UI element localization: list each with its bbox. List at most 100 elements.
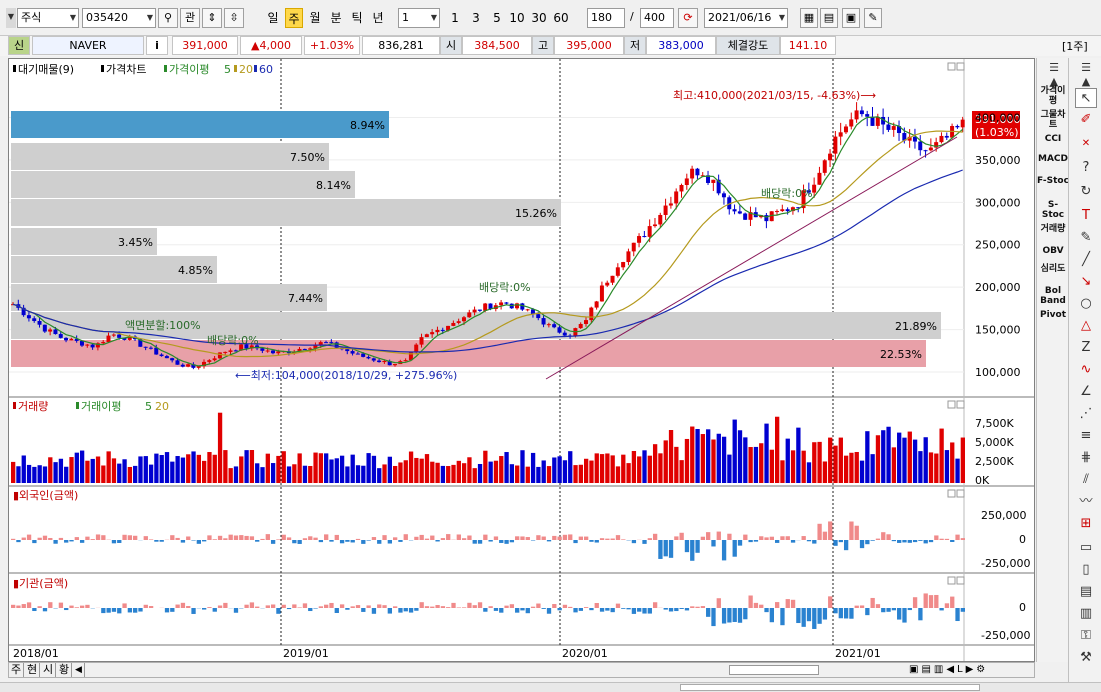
key-icon[interactable]: ⚿: [1081, 628, 1091, 643]
inst-bar-79: [430, 606, 435, 608]
foreign-bar-71: [387, 540, 392, 544]
indicator-5-button[interactable]: S-Stoc: [1041, 200, 1065, 220]
bottom-tab-1[interactable]: 현: [25, 663, 41, 677]
vol-bar-142: [764, 423, 769, 483]
config-icon[interactable]: ▭: [1079, 540, 1093, 555]
candle-body-138: [743, 213, 748, 220]
scroll-thumb[interactable]: [680, 684, 980, 691]
inst-bar-159: [854, 605, 859, 608]
triangle-icon[interactable]: △: [1081, 318, 1091, 333]
sync-icon[interactable]: ⟳: [678, 8, 698, 28]
circle-icon[interactable]: ○: [1080, 296, 1092, 311]
indicator-4-button[interactable]: F-Stoc: [1037, 176, 1069, 186]
zigzag-icon[interactable]: Z: [1081, 340, 1091, 355]
vol-legend-mark-ma: [76, 402, 79, 409]
indicator-7-button[interactable]: OBV: [1042, 246, 1064, 256]
period-1-button[interactable]: 주: [285, 8, 303, 28]
interval-5-button[interactable]: 5: [493, 11, 501, 25]
candle-body-71: [387, 361, 392, 366]
collapse2-icon[interactable]: ▲: [1081, 75, 1091, 88]
foreign-bar-33: [186, 536, 191, 540]
bottom-tab-0[interactable]: 주: [9, 663, 25, 677]
zoom-slider[interactable]: [729, 665, 819, 675]
text-icon[interactable]: T: [1082, 208, 1090, 223]
foreign-bar-175: [939, 538, 944, 540]
doc-icon[interactable]: ▤: [1079, 584, 1093, 599]
spin-icon[interactable]: ⇳: [224, 8, 244, 28]
indicator-3-button[interactable]: MACD: [1038, 154, 1068, 164]
foreign-bar-58: [318, 540, 324, 543]
horizontal-scrollbar[interactable]: [0, 682, 1101, 692]
wrench-icon[interactable]: ⚒: [1080, 650, 1092, 665]
undo-icon[interactable]: ↻: [1080, 184, 1092, 199]
updown-icon[interactable]: ⇕: [202, 8, 222, 28]
indicator-10-button[interactable]: Pivot: [1039, 310, 1067, 320]
bottom-tab-3[interactable]: 황: [57, 663, 73, 677]
pointer-icon[interactable]: ↖: [1075, 88, 1097, 108]
candle-body-7: [48, 329, 53, 332]
interval-30-button[interactable]: 30: [531, 11, 547, 25]
fibo-icon[interactable]: ≡: [1080, 428, 1092, 443]
interval-1-button[interactable]: 1: [451, 11, 459, 25]
bottom-tab-2[interactable]: 시: [41, 663, 57, 677]
chart-area[interactable]: 8.94% 7.50% 8.14% 15.26% 3.45% 4.85% 7.44% 21.8…: [8, 58, 1035, 662]
info-icon[interactable]: i: [146, 36, 168, 55]
foreign-bar-103: [557, 536, 562, 540]
stat-icon[interactable]: ▥: [1079, 606, 1093, 621]
inst-bar-176: [944, 603, 950, 608]
vol-bar-57: [313, 452, 318, 483]
interval-3-button[interactable]: 3: [472, 11, 480, 25]
report-icon[interactable]: ▯: [1082, 562, 1090, 577]
table-icon[interactable]: ▤: [820, 8, 838, 28]
menu2-icon[interactable]: ☰: [1081, 61, 1091, 74]
market-select[interactable]: 주식: [17, 8, 79, 28]
indicator-0-button[interactable]: 가격이평: [1040, 86, 1066, 106]
collapse-icon[interactable]: ▲: [1049, 75, 1059, 88]
eraser-icon[interactable]: ✐: [1080, 112, 1092, 127]
grid-icon[interactable]: ▦: [800, 8, 818, 28]
save-icon[interactable]: ▣: [842, 8, 860, 28]
panel-min-2: [947, 489, 956, 498]
line-icon[interactable]: ╱: [1082, 252, 1090, 267]
count-input[interactable]: 180: [587, 8, 625, 28]
menu-icon[interactable]: ☰: [1049, 61, 1059, 74]
period-4-button[interactable]: 틱: [351, 11, 363, 25]
period-0-button[interactable]: 일: [267, 11, 279, 25]
cycle-icon[interactable]: 〰: [1079, 494, 1093, 509]
nav-icons[interactable]: ▣▤▥◀L▶⚙: [909, 664, 989, 675]
period-3-button[interactable]: 분: [330, 11, 342, 25]
supply-bar-2: [11, 171, 355, 198]
date-select[interactable]: 2021/06/16: [704, 8, 788, 28]
inst-bar-83: [451, 602, 456, 608]
fan-icon[interactable]: ⋰: [1079, 406, 1093, 421]
draw-icon[interactable]: ✎: [1080, 230, 1092, 245]
interval-10-button[interactable]: 10: [509, 11, 525, 25]
period-5-button[interactable]: 년: [372, 11, 384, 25]
interval-select[interactable]: 1: [398, 8, 440, 28]
candle-body-120: [647, 226, 652, 237]
indicator-9-button[interactable]: Bol Band: [1040, 286, 1066, 306]
help-icon[interactable]: ?: [1082, 160, 1090, 175]
indicator-2-button[interactable]: CCI: [1044, 134, 1062, 144]
all-clear-icon[interactable]: ✕: [1081, 138, 1091, 149]
period-2-button[interactable]: 월: [309, 11, 321, 25]
chart-canvas[interactable]: 8.94% 7.50% 8.14% 15.26% 3.45% 4.85% 7.44% 21.8…: [9, 59, 1034, 661]
scroll-left-icon[interactable]: ◀: [73, 663, 85, 677]
vol-bar-86: [467, 457, 472, 483]
search-icon[interactable]: ⚲: [158, 8, 178, 28]
tools-icon[interactable]: ✎: [864, 8, 882, 28]
indicator-1-button[interactable]: 그물차트: [1040, 110, 1066, 130]
indicator-6-button[interactable]: 거래량: [1040, 224, 1066, 234]
angle-icon[interactable]: ∠: [1080, 384, 1092, 399]
auto-icon[interactable]: ⊞: [1080, 516, 1092, 531]
code-input[interactable]: 035420: [82, 8, 156, 28]
interval-60-button[interactable]: 60: [553, 11, 569, 25]
gann-icon[interactable]: ⋕: [1080, 450, 1092, 465]
inst-bar-87: [472, 605, 477, 608]
vol-bar-100: [541, 460, 546, 483]
wave-icon[interactable]: ∿: [1080, 362, 1092, 377]
channel-icon[interactable]: ⫽: [1083, 472, 1089, 487]
gwan-button[interactable]: 관: [180, 8, 200, 28]
trend-icon[interactable]: ↘: [1080, 274, 1092, 289]
indicator-8-button[interactable]: 심리도: [1040, 264, 1066, 274]
